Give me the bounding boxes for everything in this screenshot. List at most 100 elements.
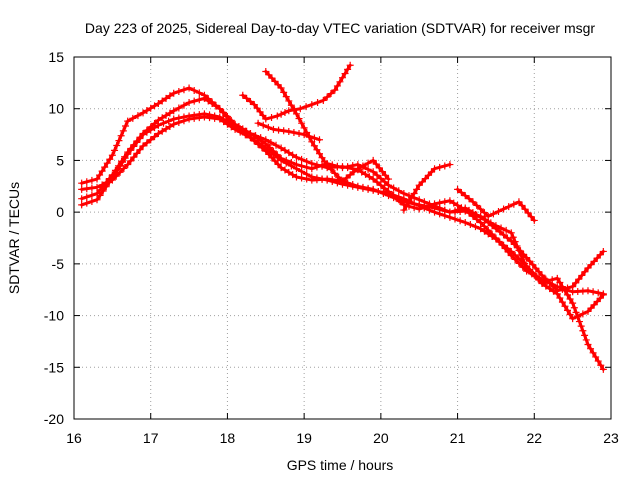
data-point-marker	[331, 86, 339, 94]
data-point-marker	[314, 99, 322, 107]
data-point-marker	[454, 201, 462, 209]
data-point-marker	[319, 96, 327, 104]
x-tick-label: 20	[373, 430, 389, 446]
data-point-marker	[206, 114, 214, 122]
data-point-marker	[349, 181, 357, 189]
data-point-marker	[500, 231, 508, 239]
data-point-marker	[93, 196, 101, 204]
data-point-marker	[377, 175, 385, 183]
x-tick-label: 16	[66, 430, 82, 446]
data-point-marker	[535, 276, 543, 284]
y-tick-label: -20	[44, 411, 64, 427]
data-point-marker	[241, 131, 249, 139]
data-point-marker	[520, 250, 528, 258]
data-point-marker	[303, 163, 311, 171]
data-point-marker	[373, 171, 381, 179]
data-point-marker	[268, 74, 276, 82]
data-point-marker	[592, 353, 600, 361]
data-point-marker	[262, 147, 270, 155]
y-tick-label: 5	[56, 152, 64, 168]
data-point-marker	[220, 118, 228, 126]
data-point-marker	[358, 168, 366, 176]
data-point-marker	[268, 154, 276, 162]
data-point-marker	[344, 164, 352, 172]
data-point-marker	[78, 185, 86, 193]
data-point-marker	[503, 244, 511, 252]
data-point-marker	[200, 113, 208, 121]
data-point-marker	[359, 183, 367, 191]
data-point-marker	[364, 184, 372, 192]
data-point-marker	[450, 199, 458, 207]
data-point-marker	[253, 104, 261, 112]
y-tick-label: 15	[48, 49, 64, 65]
data-point-marker	[410, 200, 418, 208]
data-point-marker	[581, 268, 589, 276]
data-point-marker	[262, 67, 270, 75]
data-point-marker	[566, 295, 574, 303]
data-point-marker	[170, 89, 178, 97]
data-point-marker	[106, 155, 114, 163]
data-point-marker	[441, 198, 449, 206]
data-point-marker	[211, 114, 219, 122]
data-point-marker	[509, 233, 517, 241]
data-point-marker	[96, 171, 104, 179]
data-point-marker	[584, 287, 592, 295]
data-point-marker	[492, 235, 500, 243]
data-point-marker	[381, 184, 389, 192]
data-point-marker	[175, 104, 183, 112]
data-point-marker	[323, 93, 331, 101]
data-point-marker	[335, 173, 343, 181]
data-point-marker	[277, 164, 285, 172]
data-point-marker	[415, 181, 423, 189]
data-point-marker	[78, 195, 86, 203]
data-point-marker	[115, 137, 123, 145]
chart-title: Day 223 of 2025, Sidereal Day-to-day VTE…	[85, 20, 595, 36]
data-point-marker	[151, 119, 159, 127]
series-track-9	[454, 185, 538, 224]
data-point-marker	[151, 102, 159, 110]
data-point-marker	[477, 225, 485, 233]
data-point-marker	[133, 149, 141, 157]
data-point-marker	[158, 127, 166, 135]
data-point-marker	[158, 97, 166, 105]
data-point-marker	[271, 157, 279, 165]
data-point-marker	[385, 192, 393, 200]
data-point-marker	[216, 115, 224, 123]
data-point-marker	[564, 306, 572, 314]
data-point-marker	[305, 132, 313, 140]
data-point-marker	[415, 201, 423, 209]
data-point-marker	[323, 175, 331, 183]
data-point-marker	[265, 71, 273, 79]
data-point-marker	[160, 119, 167, 127]
data-point-marker	[564, 284, 572, 292]
data-point-marker	[170, 107, 178, 115]
data-point-marker	[375, 164, 383, 172]
data-point-marker	[379, 190, 387, 198]
data-point-marker	[308, 101, 316, 109]
data-point-marker	[195, 114, 203, 122]
data-point-marker	[436, 163, 444, 171]
data-point-marker	[121, 153, 129, 161]
data-point-marker	[112, 172, 120, 180]
data-point-marker	[390, 194, 398, 202]
data-point-marker	[451, 215, 459, 223]
data-point-marker	[418, 178, 426, 186]
data-point-marker	[511, 251, 519, 259]
data-point-marker	[258, 144, 266, 152]
data-point-marker	[566, 311, 574, 319]
y-tick-label: -15	[44, 359, 64, 375]
data-point-marker	[465, 195, 473, 203]
data-point-marker	[219, 108, 227, 116]
data-point-marker	[477, 205, 485, 213]
data-point-marker	[480, 215, 488, 223]
data-point-marker	[510, 240, 518, 248]
data-point-marker	[339, 74, 346, 82]
data-point-marker	[313, 146, 321, 154]
data-point-marker	[114, 162, 122, 170]
data-point-marker	[446, 161, 454, 169]
data-point-marker	[339, 177, 346, 185]
data-point-marker	[574, 312, 582, 320]
data-point-marker	[378, 168, 386, 176]
data-point-marker	[480, 227, 488, 235]
data-point-marker	[523, 254, 531, 262]
